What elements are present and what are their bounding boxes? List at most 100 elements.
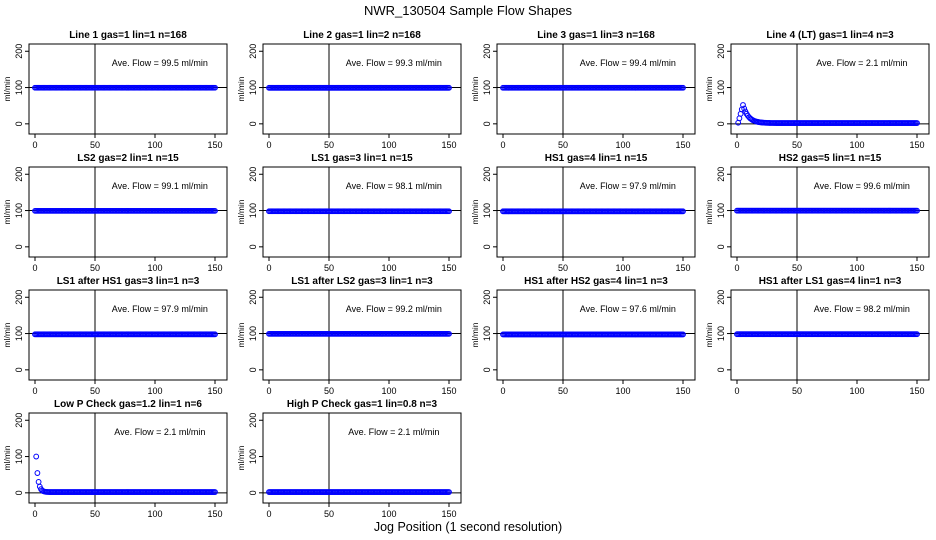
flow-panel: Line 2 gas=1 lin=2 n=168 Ave. Flow = 99.3… [236,30,462,150]
flow-series [266,84,452,91]
y-tick-label: 100 [716,326,726,341]
x-tick-label: 50 [90,140,100,150]
plot-frame [496,289,696,381]
x-tick-label: 100 [615,140,630,150]
data-point [741,105,748,112]
x-tick-label: 50 [324,386,334,396]
average-flow-annotation: Ave. Flow = 2.1 ml/min [114,427,205,437]
average-flow-annotation: Ave. Flow = 98.2 ml/min [814,304,910,314]
data-point [446,489,452,495]
average-flow-annotation: Ave. Flow = 99.3 ml/min [346,58,442,68]
x-tick-label: 0 [500,263,505,273]
y-tick-label: 0 [716,244,726,249]
x-tick-label: 150 [441,140,456,150]
x-tick-label: 150 [675,386,690,396]
y-tick-label: 100 [248,326,258,341]
x-tick-label: 150 [675,263,690,273]
flow-panel: LS1 after LS2 gas=3 lin=1 n=3 Ave. Flow =… [236,276,462,396]
y-tick-label: 200 [482,290,492,305]
x-tick-label: 50 [90,509,100,519]
x-tick-label: 100 [615,386,630,396]
y-tick-label: 100 [248,449,258,464]
y-tick-label: 0 [14,121,24,126]
y-tick-label: 0 [482,121,492,126]
panel-title: Line 3 gas=1 lin=3 n=168 [537,30,655,41]
y-tick-label: 200 [716,290,726,305]
y-axis-label: ml/min [236,76,246,101]
x-tick-label: 150 [441,263,456,273]
y-tick-label: 100 [716,80,726,95]
panel-title: LS2 gas=2 lin=1 n=15 [77,153,179,164]
y-tick-label: 200 [482,167,492,182]
x-tick-label: 100 [147,263,162,273]
x-tick-label: 150 [441,386,456,396]
x-tick-label: 150 [909,386,924,396]
panel-title: HS2 gas=5 lin=1 n=15 [779,153,882,164]
y-tick-label: 0 [716,121,726,126]
y-tick-label: 0 [248,367,258,372]
x-tick-label: 150 [909,140,924,150]
y-tick-label: 200 [14,413,24,428]
flow-panel: HS1 after LS1 gas=4 lin=1 n=3 Ave. Flow =… [704,276,930,396]
x-tick-label: 100 [381,386,396,396]
average-flow-annotation: Ave. Flow = 99.2 ml/min [346,304,442,314]
flow-panel: LS2 gas=2 lin=1 n=15 Ave. Flow = 99.1 ml/… [2,153,228,273]
plot-frame [262,412,462,504]
y-tick-label: 0 [14,367,24,372]
y-tick-label: 100 [248,80,258,95]
x-tick-label: 50 [324,509,334,519]
x-tick-label: 50 [324,263,334,273]
x-tick-label: 0 [500,140,505,150]
plot-frame [730,289,930,381]
y-tick-label: 0 [248,121,258,126]
x-tick-label: 100 [147,140,162,150]
x-tick-label: 50 [558,263,568,273]
data-point [212,84,218,91]
x-tick-label: 150 [207,509,222,519]
x-tick-label: 50 [90,386,100,396]
x-tick-label: 100 [381,263,396,273]
average-flow-annotation: Ave. Flow = 99.4 ml/min [580,58,676,68]
average-flow-annotation: Ave. Flow = 2.1 ml/min [348,427,439,437]
flow-panel: Line 1 gas=1 lin=1 n=168 Ave. Flow = 99.5… [2,30,228,150]
panel-grid: Line 1 gas=1 lin=1 n=168 Ave. Flow = 99.5… [2,30,930,519]
x-tick-label: 50 [558,140,568,150]
panel-title: HS1 gas=4 lin=1 n=15 [545,153,648,164]
y-axis-label: ml/min [2,199,12,224]
flow-panel: High P Check gas=1 lin=0.8 n=3 Ave. Flow … [236,399,462,519]
plot-frame [730,166,930,258]
y-tick-label: 0 [482,367,492,372]
x-tick-label: 50 [792,140,802,150]
plot-frame [496,43,696,135]
x-tick-label: 50 [792,263,802,273]
average-flow-annotation: Ave. Flow = 99.1 ml/min [112,181,208,191]
x-tick-label: 0 [266,140,271,150]
flow-panel: Line 4 (LT) gas=1 lin=4 n=3 Ave. Flow = 2… [704,30,930,150]
flow-series [500,208,686,215]
x-tick-label: 150 [207,140,222,150]
y-tick-label: 100 [14,80,24,95]
plot-frame [28,43,228,135]
y-tick-label: 100 [482,203,492,218]
flow-panel: HS1 after HS2 gas=4 lin=1 n=3 Ave. Flow =… [470,276,696,396]
data-point [680,331,686,338]
flow-series [500,331,686,338]
panel-title: LS1 after LS2 gas=3 lin=1 n=3 [291,276,433,287]
plot-frame [28,166,228,258]
y-axis-label: ml/min [470,76,480,101]
data-point [446,84,452,91]
y-axis-label: ml/min [236,445,246,470]
x-tick-label: 150 [441,509,456,519]
x-tick-label: 50 [558,386,568,396]
y-tick-label: 100 [248,203,258,218]
y-tick-label: 200 [14,167,24,182]
y-axis-label: ml/min [2,445,12,470]
average-flow-annotation: Ave. Flow = 98.1 ml/min [346,181,442,191]
y-tick-label: 100 [14,326,24,341]
y-axis-label: ml/min [236,322,246,347]
flow-panel: LS1 gas=3 lin=1 n=15 Ave. Flow = 98.1 ml/… [236,153,462,273]
x-tick-label: 0 [32,263,37,273]
x-tick-label: 0 [734,386,739,396]
flow-panel: HS1 gas=4 lin=1 n=15 Ave. Flow = 97.9 ml/… [470,153,696,273]
